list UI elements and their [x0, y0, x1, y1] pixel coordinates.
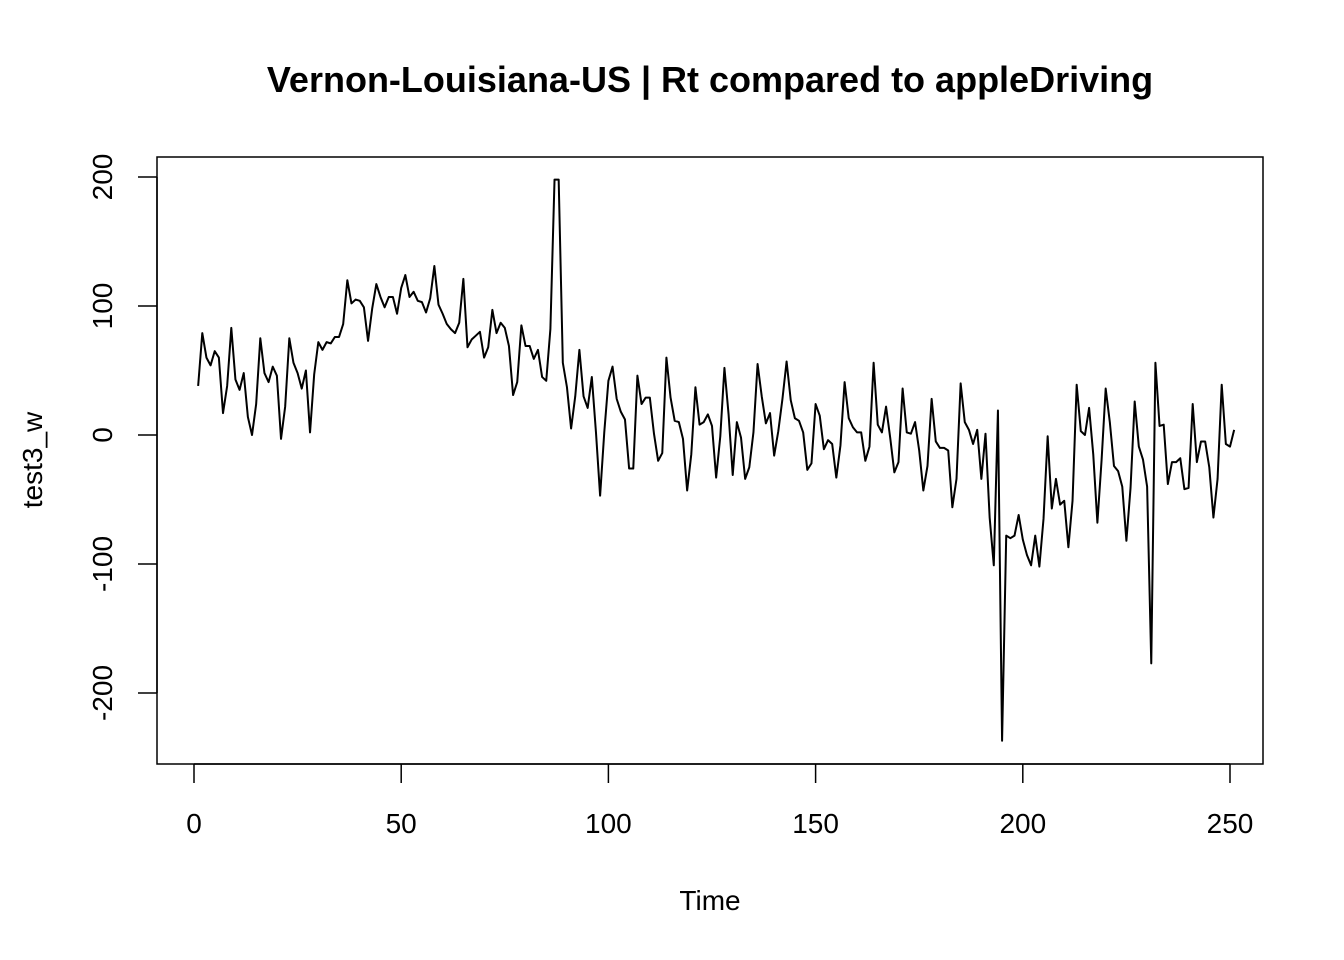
y-tick-label: 100 — [87, 283, 118, 330]
y-tick-label: -100 — [87, 536, 118, 592]
y-tick-label: 200 — [87, 154, 118, 201]
x-tick-label: 150 — [792, 808, 839, 839]
series-line — [197, 178, 1236, 742]
y-axis: -200 -100 0 100 200 — [87, 154, 158, 721]
x-tick-label: 100 — [585, 808, 632, 839]
plot-frame — [156, 156, 1264, 765]
x-tick-label: 50 — [386, 808, 417, 839]
y-tick-label: -200 — [87, 665, 118, 721]
x-tick-label: 250 — [1207, 808, 1254, 839]
x-axis-label: Time — [679, 885, 740, 916]
y-tick-label: 0 — [87, 427, 118, 443]
x-tick-label: 200 — [999, 808, 1046, 839]
chart-title: Vernon-Louisiana-US | Rt compared to app… — [267, 59, 1153, 101]
x-axis: 0 50 100 150 200 250 — [186, 763, 1254, 839]
x-tick-label: 0 — [186, 808, 202, 839]
y-axis-label: test3_w — [17, 411, 48, 508]
